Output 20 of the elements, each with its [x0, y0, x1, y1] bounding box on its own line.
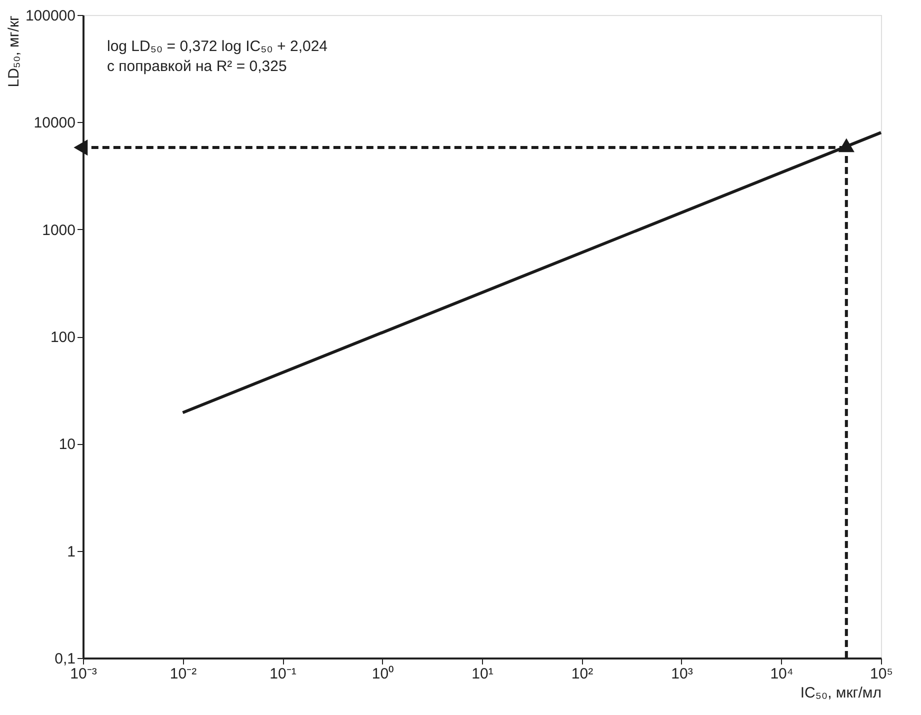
y-tick-label: 0,1 [54, 650, 76, 668]
y-tick-label: 1000 [42, 222, 76, 239]
y-tick-label: 10 [58, 436, 76, 454]
x-tick-label: 10⁰ [372, 666, 394, 682]
x-tick-label: 10⁻² [170, 666, 197, 682]
x-tick-label: 10¹ [472, 666, 494, 682]
y-axis-title: LD₅₀, мг/кг [5, 14, 22, 88]
annotation: log LD₅₀ = 0,372 log IC₅₀ + 2,024 [107, 38, 328, 55]
x-tick-label: 10⁴ [770, 666, 794, 682]
y-tick-label: 100000 [25, 8, 76, 24]
y-tick-label: 100 [50, 329, 76, 346]
annotation: с поправкой на R² = 0,325 [107, 58, 287, 75]
x-tick-label: 10⁻¹ [270, 666, 296, 682]
x-tick-label: 10⁻³ [70, 666, 97, 682]
x-tick-label: 10³ [671, 666, 693, 682]
x-tick-label: 10² [571, 666, 594, 682]
y-tick-label: 10000 [34, 114, 76, 132]
y-tick-label: 1 [67, 543, 76, 560]
x-tick-label: 10⁵ [870, 666, 893, 682]
x-axis-title: IC₅₀, мкг/мл [800, 684, 882, 702]
